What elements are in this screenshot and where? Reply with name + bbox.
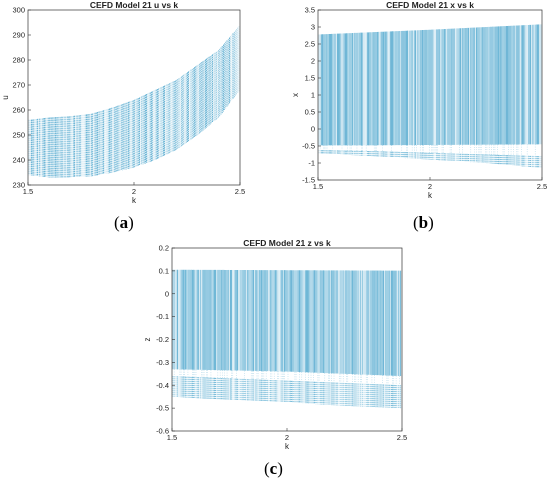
chart-a-svg: 1.5 2 2.5 230 240 250 260 270 280 290 300 CEFD Mode…: [1, 0, 245, 205]
y-axis-label: u: [1, 95, 10, 99]
x-tick-label: 2.5: [397, 433, 407, 442]
y-tick-label: 1: [311, 91, 315, 100]
y-tick-label: 2.5: [305, 40, 315, 49]
y-tick-label: 240: [12, 156, 25, 165]
y-tick-label: 0.5: [305, 108, 315, 117]
y-tick-label: 300: [12, 6, 25, 15]
y-tick-label: 250: [12, 131, 25, 140]
y-tick-label: -0.2: [156, 335, 169, 344]
y-tick-label: 230: [12, 181, 25, 190]
x-axis-label: k: [285, 442, 290, 451]
y-tick-label: -0.6: [156, 427, 169, 436]
chart-title: CEFD Model 21 x vs k: [386, 0, 474, 10]
y-tick-label: 0: [311, 125, 315, 134]
data-points: [172, 269, 402, 409]
caption-c: (c): [264, 459, 283, 478]
y-axis-label: x: [291, 93, 300, 97]
chart-panel-b: 1.5 2 2.5 -1.5 -1 -0.5 0 0.5 1 1.5 2 2.5 3 3.5 CEFD Mo…: [290, 0, 550, 215]
chart-title: CEFD Model 21 u vs k: [90, 0, 179, 10]
x-tick-label: 2: [428, 182, 432, 191]
x-tick-label: 2: [285, 433, 289, 442]
y-tick-label: -1: [308, 159, 315, 168]
chart-c-svg: 1.5 2 2.5 -0.6 -0.5 -0.4 -0.3 -0.2 -0.1 0 0.1 0.2 CE…: [143, 238, 407, 451]
y-tick-label: 0.2: [159, 244, 169, 253]
chart-panel-c: 1.5 2 2.5 -0.6 -0.5 -0.4 -0.3 -0.2 -0.1 0 0.1 0.2 CE…: [130, 238, 420, 460]
x-axis-label: k: [428, 191, 433, 200]
y-tick-label: 0.1: [159, 266, 169, 275]
chart-b-svg: 1.5 2 2.5 -1.5 -1 -0.5 0 0.5 1 1.5 2 2.5 3 3.5 CEFD Mo…: [291, 0, 547, 200]
caption-a: (a): [114, 213, 134, 232]
y-tick-label: 280: [12, 56, 25, 65]
y-tick-label: -0.5: [302, 142, 315, 151]
y-tick-label: -0.5: [156, 404, 169, 413]
y-tick-label: 3.5: [305, 6, 315, 15]
data-points: [28, 26, 240, 178]
y-tick-label: -0.1: [156, 312, 169, 321]
x-tick-label: 2.5: [537, 182, 547, 191]
y-tick-label: -0.4: [156, 381, 169, 390]
x-tick-label: 2.5: [235, 187, 245, 196]
y-tick-label: 1.5: [305, 74, 315, 83]
chart-title: CEFD Model 21 z vs k: [243, 238, 331, 248]
y-tick-label: 290: [12, 31, 25, 40]
y-tick-label: 2: [311, 57, 315, 66]
x-tick-label: 1.5: [167, 433, 177, 442]
x-axis-label: k: [132, 196, 137, 205]
y-tick-label: 3: [311, 23, 315, 32]
chart-panel-a: 1.5 2 2.5 230 240 250 260 270 280 290 300 CEFD Mode…: [0, 0, 250, 215]
data-points: [318, 24, 542, 169]
x-tick-label: 2: [132, 187, 136, 196]
caption-b: (b): [413, 213, 434, 232]
y-axis-label: z: [143, 338, 152, 342]
y-tick-label: 0: [165, 289, 169, 298]
x-tick-label: 1.5: [313, 182, 323, 191]
x-tick-label: 1.5: [23, 187, 33, 196]
y-tick-label: 260: [12, 106, 25, 115]
y-tick-label: -1.5: [302, 176, 315, 185]
y-tick-label: 270: [12, 81, 25, 90]
y-tick-label: -0.3: [156, 358, 169, 367]
